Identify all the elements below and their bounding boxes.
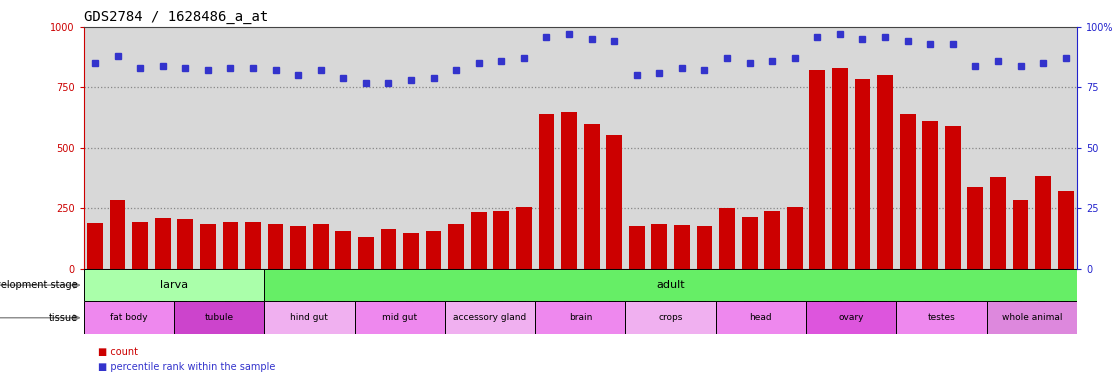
Bar [855,79,870,269]
Bar [987,301,1077,334]
Bar [246,222,261,269]
Bar [84,301,174,334]
Bar [606,134,622,269]
Text: GDS2784 / 1628486_a_at: GDS2784 / 1628486_a_at [84,10,268,25]
Text: head: head [750,313,772,322]
Bar [177,219,193,269]
Bar [764,211,780,269]
Bar [200,224,215,269]
Bar [877,75,893,269]
Bar [449,224,464,269]
Bar [264,301,355,334]
Bar [358,237,374,269]
Text: accessory gland: accessory gland [453,313,527,322]
Bar [381,229,396,269]
Bar [809,70,825,269]
Bar [312,224,328,269]
Bar [445,301,536,334]
Text: ■ count: ■ count [98,347,138,357]
Bar [561,112,577,269]
Bar [1012,200,1029,269]
Text: brain: brain [569,313,591,322]
Bar [1058,191,1074,269]
Bar [968,187,983,269]
Text: tissue: tissue [49,313,78,323]
Bar [155,218,171,269]
Bar [806,301,896,334]
Text: adult: adult [656,280,685,290]
Text: tubule: tubule [204,313,233,322]
Bar [355,301,445,334]
Text: ■ percentile rank within the sample: ■ percentile rank within the sample [98,362,276,372]
Bar [742,217,758,269]
Bar [222,222,239,269]
Bar [945,126,961,269]
Bar [290,227,306,269]
Bar [539,114,555,269]
Bar [425,231,442,269]
Bar [652,224,667,269]
Text: whole animal: whole animal [1001,313,1062,322]
Text: hind gut: hind gut [290,313,328,322]
Bar [628,227,645,269]
Bar [715,301,806,334]
Text: mid gut: mid gut [382,313,417,322]
Text: fat body: fat body [110,313,147,322]
Bar [268,224,283,269]
Bar [584,124,599,269]
Text: development stage: development stage [0,280,78,290]
Bar [336,231,352,269]
Bar [674,225,690,269]
Bar [536,301,625,334]
Text: larva: larva [160,280,189,290]
Bar [132,222,148,269]
Bar [922,121,939,269]
Bar [1036,175,1051,269]
Bar [264,269,1077,301]
Bar [787,207,802,269]
Bar [403,233,418,269]
Bar [87,223,103,269]
Bar [493,211,509,269]
Bar [990,177,1006,269]
Bar [899,114,915,269]
Bar [84,269,264,301]
Bar [174,301,264,334]
Bar [896,301,987,334]
Bar [719,208,735,269]
Bar [516,207,532,269]
Text: crops: crops [658,313,683,322]
Text: ovary: ovary [838,313,864,322]
Bar [833,68,848,269]
Bar [109,200,125,269]
Bar [625,301,715,334]
Bar [696,227,712,269]
Text: testes: testes [927,313,955,322]
Bar [471,212,487,269]
